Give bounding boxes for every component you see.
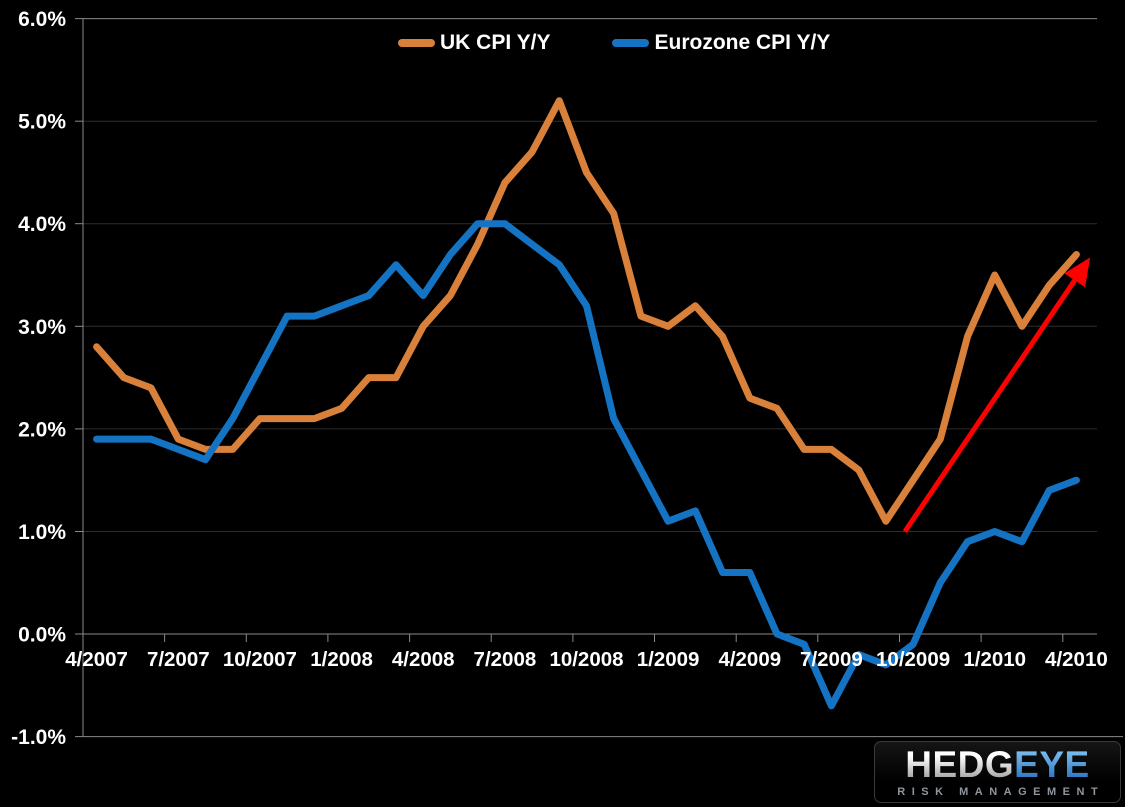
axis-labels: 6.0% 5.0% 4.0% 3.0% 2.0% 1.0% 0.0% -1.0% 4/2007 7…: [11, 8, 1108, 749]
legend-label-uk-cpi: UK CPI Y/Y: [440, 31, 551, 54]
legend-item-eurozone-cpi: Eurozone CPI Y/Y: [612, 31, 830, 55]
y-tick-label: 4.0%: [18, 213, 66, 236]
x-tick-label: 4/2009: [718, 648, 781, 671]
y-tick-label: 1.0%: [18, 521, 66, 544]
x-tick-label: 10/2009: [876, 648, 950, 671]
uk-cpi-line-swatch: [398, 39, 435, 47]
y-tick-label: 3.0%: [18, 316, 66, 339]
x-tick-label: 4/2007: [65, 648, 128, 671]
y-tick-label: 2.0%: [18, 418, 66, 441]
x-tick-label: 1/2008: [310, 648, 373, 671]
y-tick-label: 6.0%: [18, 8, 66, 31]
uk-cpi-y-y-line: [93, 97, 1080, 525]
x-tick-label: 7/2009: [800, 648, 863, 671]
uptrend-arrow: [902, 257, 1091, 533]
x-tick-label: 10/2007: [223, 648, 297, 671]
x-tick-label: 10/2008: [549, 648, 623, 671]
y-tick-label: -1.0%: [11, 726, 66, 749]
chart-legend: UK CPI Y/Y Eurozone CPI Y/Y: [398, 31, 830, 55]
x-tick-label: 7/2008: [474, 648, 537, 671]
x-tick-label: 4/2010: [1045, 648, 1108, 671]
x-tick-label: 7/2007: [147, 648, 210, 671]
plot-area: [75, 18, 1123, 738]
legend-label-eurozone-cpi: Eurozone CPI Y/Y: [654, 31, 831, 54]
legend-item-uk-cpi: UK CPI Y/Y: [398, 31, 550, 55]
eurozone-cpi-y-y-line: [93, 220, 1080, 710]
y-tick-label: 0.0%: [18, 624, 66, 647]
x-tick-label: 1/2010: [963, 648, 1026, 671]
x-tick-label: 1/2009: [637, 648, 700, 671]
hedgeye-wordmark: HEDGEYE: [905, 746, 1089, 783]
x-tick-label: 4/2008: [392, 648, 455, 671]
y-tick-label: 5.0%: [18, 111, 66, 134]
logo-text-hedg: HEDG: [905, 744, 1015, 785]
logo-tagline: RISK MANAGEMENT: [897, 786, 1105, 798]
hedgeye-logo: HEDGEYE RISK MANAGEMENT: [874, 741, 1121, 803]
logo-text-eye: EYE: [1014, 744, 1090, 785]
eurozone-cpi-line-swatch: [612, 39, 650, 47]
